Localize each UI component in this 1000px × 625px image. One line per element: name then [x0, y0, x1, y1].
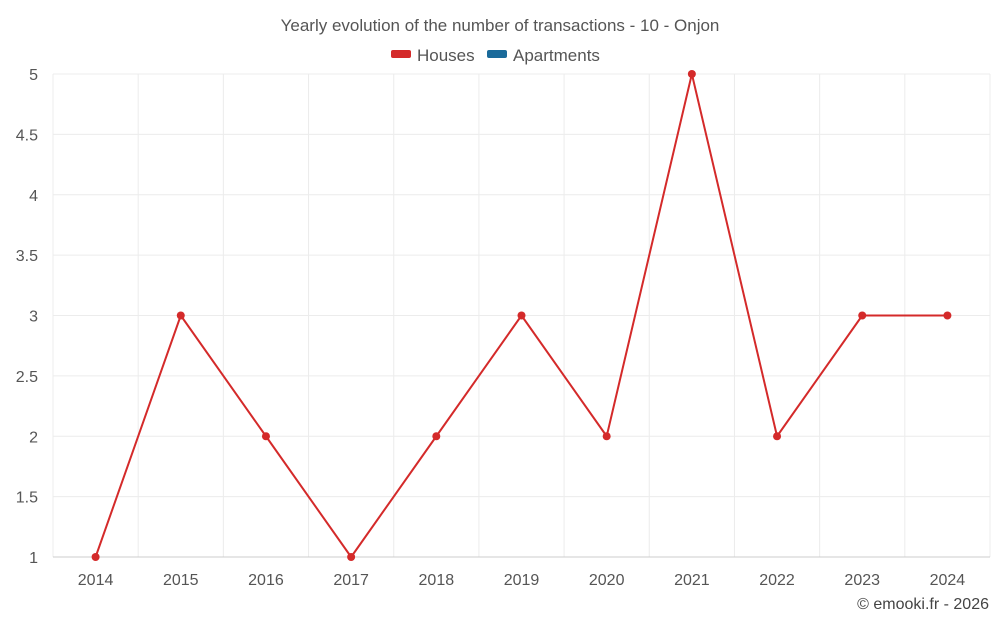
legend-label-apartments: Apartments: [513, 46, 600, 65]
y-tick-label: 4.5: [16, 127, 38, 144]
x-tick-label: 2023: [844, 572, 880, 589]
x-tick-label: 2015: [163, 572, 199, 589]
y-axis-ticks: 1 1.5 2 2.5 3 3.5 4 4.5 5: [16, 67, 38, 567]
x-gridlines: [52, 74, 991, 557]
legend-item-houses[interactable]: Houses: [391, 46, 475, 65]
y-tick-label: 1: [29, 550, 38, 567]
x-axis-ticks: 2014 2015 2016 2017 2018 2019 2020 2021 2022 2023…: [78, 572, 966, 589]
x-tick-label: 2019: [504, 572, 540, 589]
legend-swatch-apartments: [487, 50, 507, 58]
data-point-houses-2017[interactable]: [347, 553, 356, 561]
data-point-houses-2019[interactable]: [517, 311, 526, 320]
y-tick-label: 3.5: [16, 248, 38, 265]
x-tick-label: 2022: [759, 572, 795, 589]
legend-item-apartments[interactable]: Apartments: [487, 46, 600, 65]
x-tick-label: 2018: [419, 572, 455, 589]
data-point-houses-2018[interactable]: [432, 432, 441, 441]
data-point-houses-2021[interactable]: [687, 70, 696, 78]
data-point-houses-2023[interactable]: [858, 311, 867, 320]
y-tick-label: 3: [29, 309, 38, 326]
data-point-houses-2022[interactable]: [773, 432, 782, 441]
y-tick-label: 4: [29, 188, 38, 205]
legend-label-houses: Houses: [417, 46, 475, 65]
chart-title: Yearly evolution of the number of transa…: [281, 16, 720, 35]
data-point-houses-2014[interactable]: [91, 553, 100, 561]
x-tick-label: 2017: [333, 572, 369, 589]
x-tick-label: 2024: [930, 572, 966, 589]
y-tick-label: 1.5: [16, 490, 38, 507]
x-tick-label: 2016: [248, 572, 284, 589]
x-tick-label: 2021: [674, 572, 710, 589]
legend-swatch-houses: [391, 50, 411, 58]
series-houses: [91, 70, 952, 561]
data-point-houses-2024[interactable]: [943, 311, 952, 320]
legend: Houses Apartments: [391, 46, 600, 65]
data-point-houses-2016[interactable]: [261, 432, 270, 441]
data-point-houses-2015[interactable]: [176, 311, 185, 320]
data-point-houses-2020[interactable]: [602, 432, 611, 441]
credit-text: © emooki.fr - 2026: [857, 596, 989, 613]
y-tick-label: 5: [29, 67, 38, 84]
x-tick-label: 2020: [589, 572, 625, 589]
y-tick-label: 2: [29, 429, 38, 446]
x-tick-label: 2014: [78, 572, 114, 589]
y-tick-label: 2.5: [16, 369, 38, 386]
